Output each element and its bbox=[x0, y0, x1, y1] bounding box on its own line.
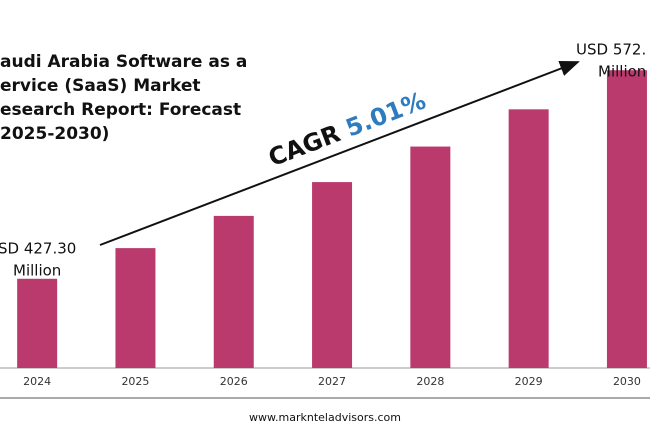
x-tick-label: 2024 bbox=[23, 375, 51, 388]
value-label: Million bbox=[598, 63, 646, 81]
x-tick-label: 2026 bbox=[220, 375, 248, 388]
bar bbox=[606, 70, 647, 368]
cagr-word: CAGR bbox=[265, 119, 344, 172]
bar bbox=[410, 146, 451, 368]
value-label: SD 427.30 bbox=[0, 240, 76, 258]
source: www.marknteladvisors.com bbox=[249, 411, 401, 424]
x-tick-label: 2028 bbox=[416, 375, 444, 388]
x-tick-label: 2030 bbox=[613, 375, 641, 388]
bar bbox=[17, 278, 58, 368]
chart-title: esearch Report: Forecast bbox=[0, 100, 241, 120]
cagr-value: 5.01% bbox=[342, 87, 430, 143]
x-tick-label: 2027 bbox=[318, 375, 346, 388]
chart-title: ervice (SaaS) Market bbox=[0, 76, 201, 96]
chart-title: 2025-2030) bbox=[0, 124, 109, 144]
x-tick-label: 2025 bbox=[121, 375, 149, 388]
bar bbox=[508, 109, 549, 368]
bar bbox=[115, 248, 156, 368]
value-label: Million bbox=[13, 262, 61, 280]
bar bbox=[312, 182, 353, 368]
bar bbox=[213, 215, 254, 368]
value-label: USD 572. bbox=[576, 41, 646, 59]
chart-title: audi Arabia Software as a bbox=[0, 52, 247, 72]
cagr-arrow bbox=[99, 60, 580, 246]
x-tick-label: 2029 bbox=[515, 375, 543, 388]
